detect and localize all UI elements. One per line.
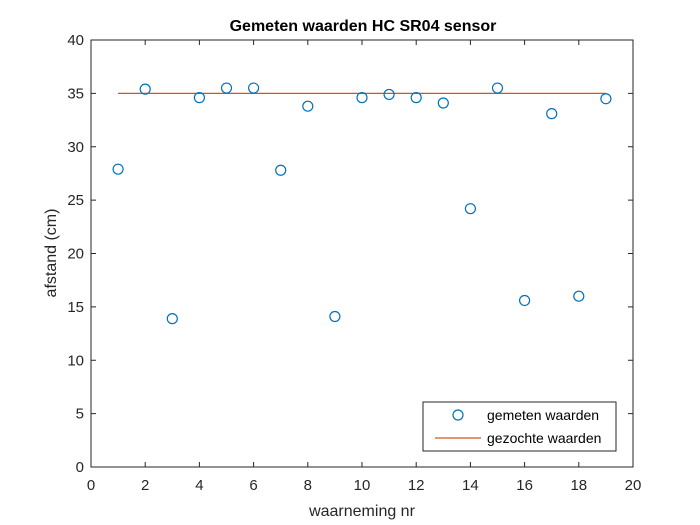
data-point-gemeten-7 (275, 164, 287, 176)
legend-marker-gemeten (452, 409, 464, 421)
x-tick-label: 18 (570, 477, 587, 494)
data-point-gemeten-14 (464, 203, 476, 215)
data-point-gemeten-6 (248, 82, 260, 94)
x-tick-label: 6 (249, 477, 257, 494)
chart-title: Gemeten waarden HC SR04 sensor (230, 18, 497, 35)
data-point-gemeten-8 (302, 100, 314, 112)
x-tick-label: 0 (87, 477, 95, 494)
legend-label-gemeten: gemeten waarden (487, 407, 599, 423)
data-point-gemeten-16 (518, 294, 531, 307)
y-tick-label: 15 (67, 299, 84, 316)
data-point-gemeten-9 (329, 310, 341, 323)
y-axis: 0 5 10 15 20 25 30 35 40 (67, 32, 633, 476)
x-tick-label: 2 (141, 477, 149, 494)
data-point-gemeten-4 (193, 92, 205, 104)
x-axis-label: waarneming nr (308, 503, 416, 520)
x-tick-label: 8 (304, 477, 312, 494)
x-tick-label: 12 (408, 477, 425, 494)
x-tick-label: 10 (354, 477, 371, 494)
data-point-gemeten-3 (166, 313, 178, 325)
x-tick-label: 14 (462, 477, 479, 494)
legend: gemeten waarden gezochte waarden (422, 401, 617, 452)
y-tick-label: 25 (67, 192, 84, 209)
data-point-gemeten-1 (112, 163, 124, 175)
data-point-gemeten-12 (410, 92, 422, 104)
data-point-gemeten-17 (546, 108, 558, 120)
y-tick-label: 10 (67, 352, 84, 369)
data-point-gemeten-13 (437, 97, 449, 109)
x-tick-label: 20 (625, 477, 642, 494)
series-layer (112, 82, 612, 325)
y-tick-label: 40 (67, 32, 84, 49)
legend-box (422, 401, 617, 452)
data-point-gemeten-10 (356, 92, 368, 104)
data-point-gemeten-18 (573, 290, 585, 302)
data-point-gemeten-5 (220, 82, 233, 94)
y-tick-label: 30 (67, 139, 84, 156)
x-axis: 0 2 4 6 8 10 12 14 16 18 20 (87, 40, 642, 494)
legend-label-gezochte: gezochte waarden (487, 430, 601, 446)
y-tick-label: 0 (76, 459, 84, 476)
plot-area (90, 39, 634, 468)
x-tick-label: 4 (195, 477, 203, 494)
y-tick-label: 20 (67, 246, 84, 263)
y-tick-label: 35 (67, 85, 84, 102)
data-point-gemeten-2 (139, 83, 151, 95)
data-point-gemeten-11 (383, 88, 395, 101)
y-axis-label: afstand (cm) (43, 209, 60, 298)
data-point-gemeten-15 (491, 82, 504, 94)
data-point-gemeten-19 (600, 93, 612, 105)
x-tick-label: 16 (516, 477, 533, 494)
y-tick-label: 5 (76, 406, 84, 423)
